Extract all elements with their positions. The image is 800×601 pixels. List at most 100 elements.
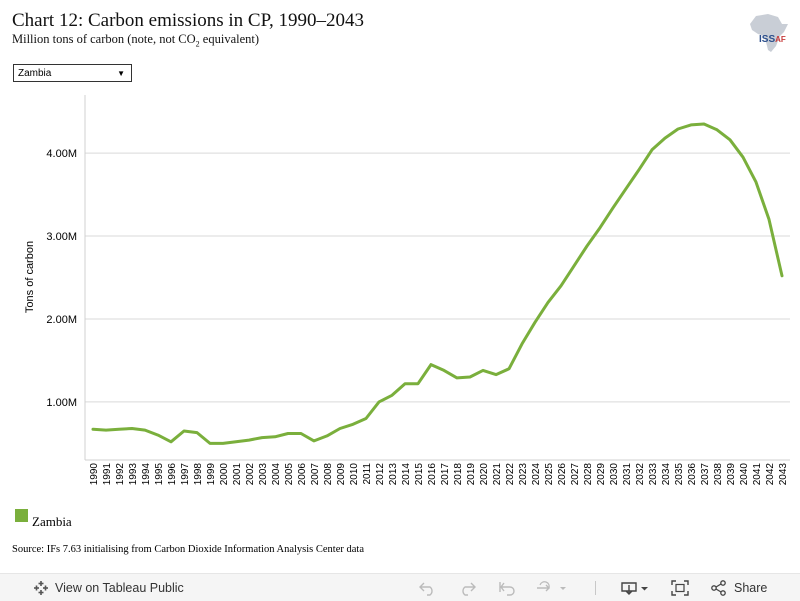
series-line-zambia[interactable]: [91, 122, 784, 445]
x-tick-label: 2028: [583, 463, 594, 486]
chart-subtitle: Million tons of carbon (note, not CO2 eq…: [12, 32, 259, 49]
x-tick-label: 2016: [427, 463, 438, 486]
y-tick-label: 2.00M: [46, 314, 77, 326]
x-tick-label: 2024: [531, 463, 542, 486]
x-tick-label: 1999: [206, 463, 217, 486]
issafrica-logo: ISSAF: [750, 14, 788, 52]
x-tick-label: 2020: [479, 463, 490, 486]
x-tick-label: 2001: [232, 463, 243, 486]
x-tick-label: 2004: [271, 463, 282, 486]
x-tick-label: 2042: [765, 463, 776, 486]
x-tick-label: 2034: [661, 463, 672, 486]
toolbar-separator: [595, 581, 596, 595]
x-tick-label: 2012: [375, 463, 386, 486]
legend-swatch-zambia: [15, 509, 28, 522]
redo-button[interactable]: [457, 574, 477, 601]
x-tick-label: 2013: [388, 463, 399, 486]
tableau-logo-icon: [34, 580, 48, 595]
x-tick-label: 2021: [492, 463, 503, 486]
x-tick-label: 2018: [453, 463, 464, 486]
undo-button[interactable]: [418, 574, 438, 601]
x-tick-label: 2025: [544, 463, 555, 486]
x-tick-label: 1996: [167, 463, 178, 486]
x-tick-label: 2019: [466, 463, 477, 486]
x-tick-label: 1992: [115, 463, 126, 486]
subtitle-subscript: 2: [195, 39, 200, 49]
x-tick-label: 2006: [297, 463, 308, 486]
x-tick-label: 2029: [596, 463, 607, 486]
subtitle-main: Million tons of carbon (note, not CO: [12, 32, 196, 46]
logo-text-accent: AF: [775, 35, 786, 44]
x-tick-label: 2027: [570, 463, 581, 486]
x-tick-label: 2040: [739, 463, 750, 486]
chart-title: Chart 12: Carbon emissions in CP, 1990–2…: [12, 10, 365, 31]
x-tick-label: 1990: [89, 463, 100, 486]
x-tick-label: 2043: [778, 463, 789, 486]
logo-text: ISSAF: [759, 34, 786, 45]
subtitle-end: equivalent): [199, 32, 260, 46]
x-tick-label: 2038: [713, 463, 724, 486]
x-tick-labels: 1990 1991 1992 1993 1994 1995 1996 1997 1998 1999…: [89, 463, 789, 486]
x-tick-label: 2015: [414, 463, 425, 486]
x-tick-label: 2003: [258, 463, 269, 486]
x-tick-label: 2033: [648, 463, 659, 486]
x-tick-label: 1994: [141, 463, 152, 486]
dropdown-arrow-icon: ▼: [117, 68, 125, 78]
x-tick-label: 2007: [310, 463, 321, 486]
x-tick-label: 2035: [674, 463, 685, 486]
legend-label-zambia: Zambia: [32, 514, 72, 529]
tableau-toolbar: View on Tableau Public Share: [0, 573, 800, 601]
x-tick-label: 2010: [349, 463, 360, 486]
share-button[interactable]: Share: [710, 574, 767, 601]
series-group: [91, 122, 784, 445]
x-tick-label: 2005: [284, 463, 295, 486]
logo-text-main: ISS: [759, 34, 775, 45]
source-note: Source: IFs 7.63 initialising from Carbo…: [12, 544, 364, 555]
undo-icon: [419, 582, 433, 596]
x-tick-label: 2009: [336, 463, 347, 486]
revert-icon: [499, 581, 515, 596]
refresh-button[interactable]: [535, 574, 567, 601]
x-tick-label: 2011: [362, 463, 373, 485]
country-filter-dropdown[interactable]: Zambia ▼: [13, 64, 132, 82]
x-tick-label: 1993: [128, 463, 139, 486]
x-tick-label: 2036: [687, 463, 698, 486]
revert-button[interactable]: [497, 574, 517, 601]
redo-icon: [462, 582, 476, 596]
x-tick-label: 1995: [154, 463, 165, 486]
y-tick-label: 1.00M: [46, 397, 77, 409]
fullscreen-icon: [671, 579, 689, 596]
x-tick-label: 2031: [622, 463, 633, 486]
x-tick-label: 2037: [700, 463, 711, 486]
x-tick-label: 2041: [752, 463, 763, 486]
y-tick-label: 3.00M: [46, 231, 77, 243]
share-icon: [711, 579, 726, 596]
x-tick-label: 2000: [219, 463, 230, 486]
gridlines: [85, 152, 790, 403]
x-tick-label: 1998: [193, 463, 204, 486]
share-label: Share: [734, 580, 768, 595]
fullscreen-button[interactable]: [671, 574, 689, 601]
y-axis-label: Tons of carbon: [24, 241, 36, 313]
x-tick-label: 2030: [609, 463, 620, 486]
refresh-icon: [537, 580, 566, 591]
view-on-tableau-label: View on Tableau Public: [55, 580, 184, 595]
view-on-tableau-public-link[interactable]: View on Tableau Public: [33, 574, 184, 601]
download-button[interactable]: [620, 574, 652, 601]
y-tick-label: 4.00M: [46, 148, 77, 160]
y-tick-labels: 1.00M 2.00M 3.00M 4.00M: [46, 148, 77, 409]
x-tick-label: 2026: [557, 463, 568, 486]
x-tick-label: 2023: [518, 463, 529, 486]
x-tick-label: 2032: [635, 463, 646, 486]
x-tick-label: 2017: [440, 463, 451, 486]
x-tick-label: 2014: [401, 463, 412, 486]
download-icon: [621, 581, 648, 595]
dropdown-selected-value: Zambia: [18, 67, 52, 79]
x-tick-label: 2022: [505, 463, 516, 486]
x-tick-label: 1997: [180, 463, 191, 486]
legend: Zambia: [15, 509, 72, 530]
x-tick-label: 2039: [726, 463, 737, 486]
x-tick-label: 1991: [102, 463, 113, 486]
x-tick-label: 2008: [323, 463, 334, 486]
